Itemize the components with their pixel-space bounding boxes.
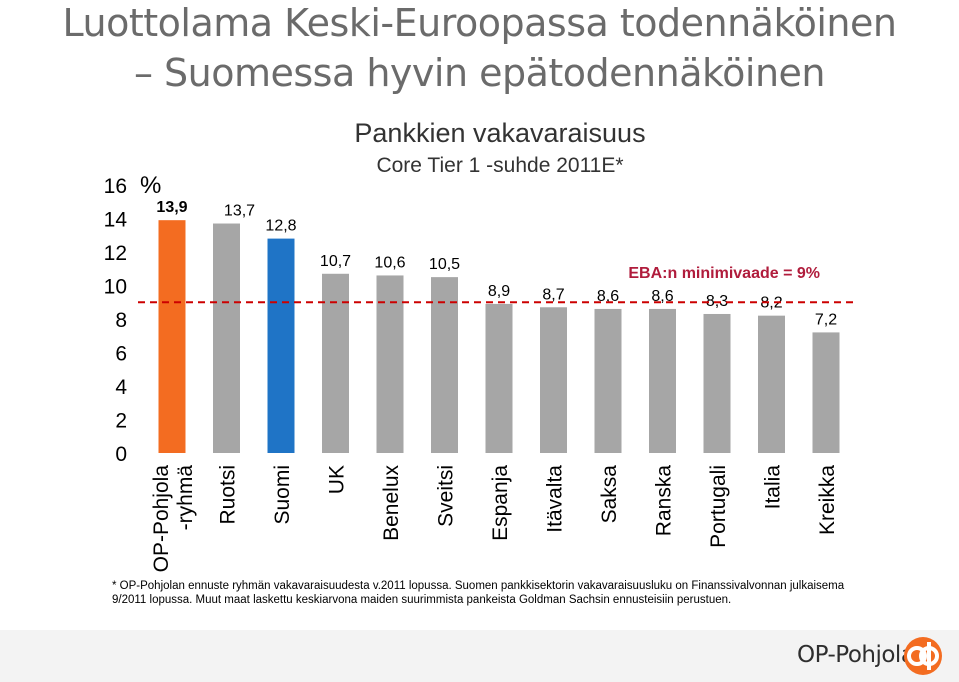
footnote: * OP-Pohjolan ennuste ryhmän vakavaraisu…: [112, 580, 845, 606]
bar-value-label: 8,9: [488, 283, 510, 300]
y-tick-label: 0: [115, 443, 127, 466]
y-tick-label: 12: [104, 242, 127, 265]
brand-name: OP-Pohjola: [797, 642, 915, 668]
category-label: Espanja: [489, 465, 512, 541]
bar-value-label: 8,6: [597, 288, 619, 305]
category-label: Suomi: [271, 465, 294, 525]
bar: [376, 275, 404, 453]
bar: [540, 307, 567, 453]
category-label: Sveitsi: [435, 465, 458, 527]
bar-chart: 0 2 4 6 8 10 12 14 16 13,9 OP-Pohjola -ryhmä 13,7 Ruo…: [104, 175, 855, 573]
category-label: Ranska: [653, 465, 676, 537]
bar: [213, 223, 240, 453]
category-label: Itävalta: [544, 465, 567, 533]
bar: [267, 238, 295, 453]
slide-title: Luottolama Keski-Euroopassa todennäköine…: [0, 0, 959, 98]
bar-value-label: 10,6: [374, 254, 405, 271]
y-tick-label: 4: [115, 376, 127, 399]
category-label: -ryhmä: [174, 465, 197, 531]
threshold-label: EBA:n minimivaade = 9%: [628, 265, 820, 282]
y-tick-label: 10: [104, 276, 127, 299]
bar: [758, 315, 785, 453]
y-axis-unit-label: %: [140, 172, 162, 199]
category-label: Benelux: [380, 465, 403, 541]
bar-value-label: 7,2: [815, 311, 837, 328]
op-pohjola-logo-icon: [904, 637, 942, 675]
bar: [431, 277, 458, 453]
category-label: Portugali: [707, 465, 730, 548]
bar: [594, 308, 622, 453]
category-label: Saksa: [598, 465, 621, 524]
y-tick-label: 14: [104, 209, 128, 232]
bar-value-label: 10,5: [429, 256, 460, 273]
footer-bar: [0, 630, 959, 682]
y-tick-label: 2: [115, 410, 127, 433]
category-label: OP-Pohjola: [150, 465, 173, 573]
bar-value-label: 12,8: [265, 218, 296, 235]
category-label: Kreikka: [816, 465, 839, 535]
bar: [158, 220, 186, 453]
bar: [649, 308, 676, 453]
bar: [812, 332, 840, 453]
chart-title: Pankkien vakavaraisuus: [354, 118, 646, 148]
category-label: Italia: [762, 465, 785, 510]
bar-value-label: 13,9: [156, 199, 187, 216]
slide-title-line2: – Suomessa hyvin epätodennäköinen: [133, 51, 826, 95]
bar-value-label: 13,7: [224, 203, 255, 220]
y-tick-label: 6: [115, 343, 127, 366]
bar: [703, 313, 731, 453]
slide-title-line1: Luottolama Keski-Euroopassa todennäköine…: [62, 1, 897, 45]
category-label: UK: [326, 465, 349, 494]
bar: [322, 273, 349, 453]
bar-value-label: 8,6: [651, 288, 673, 305]
chart-subtitle: Core Tier 1 -suhde 2011E*: [376, 154, 624, 177]
bar-value-label: 10,7: [320, 253, 351, 270]
bar-value-label: 8,2: [760, 295, 782, 312]
y-tick-label: 8: [115, 309, 127, 332]
category-label: Ruotsi: [217, 465, 240, 525]
bar-value-label: 8,7: [542, 286, 564, 303]
y-tick-label: 16: [104, 175, 127, 198]
bar: [485, 303, 513, 453]
